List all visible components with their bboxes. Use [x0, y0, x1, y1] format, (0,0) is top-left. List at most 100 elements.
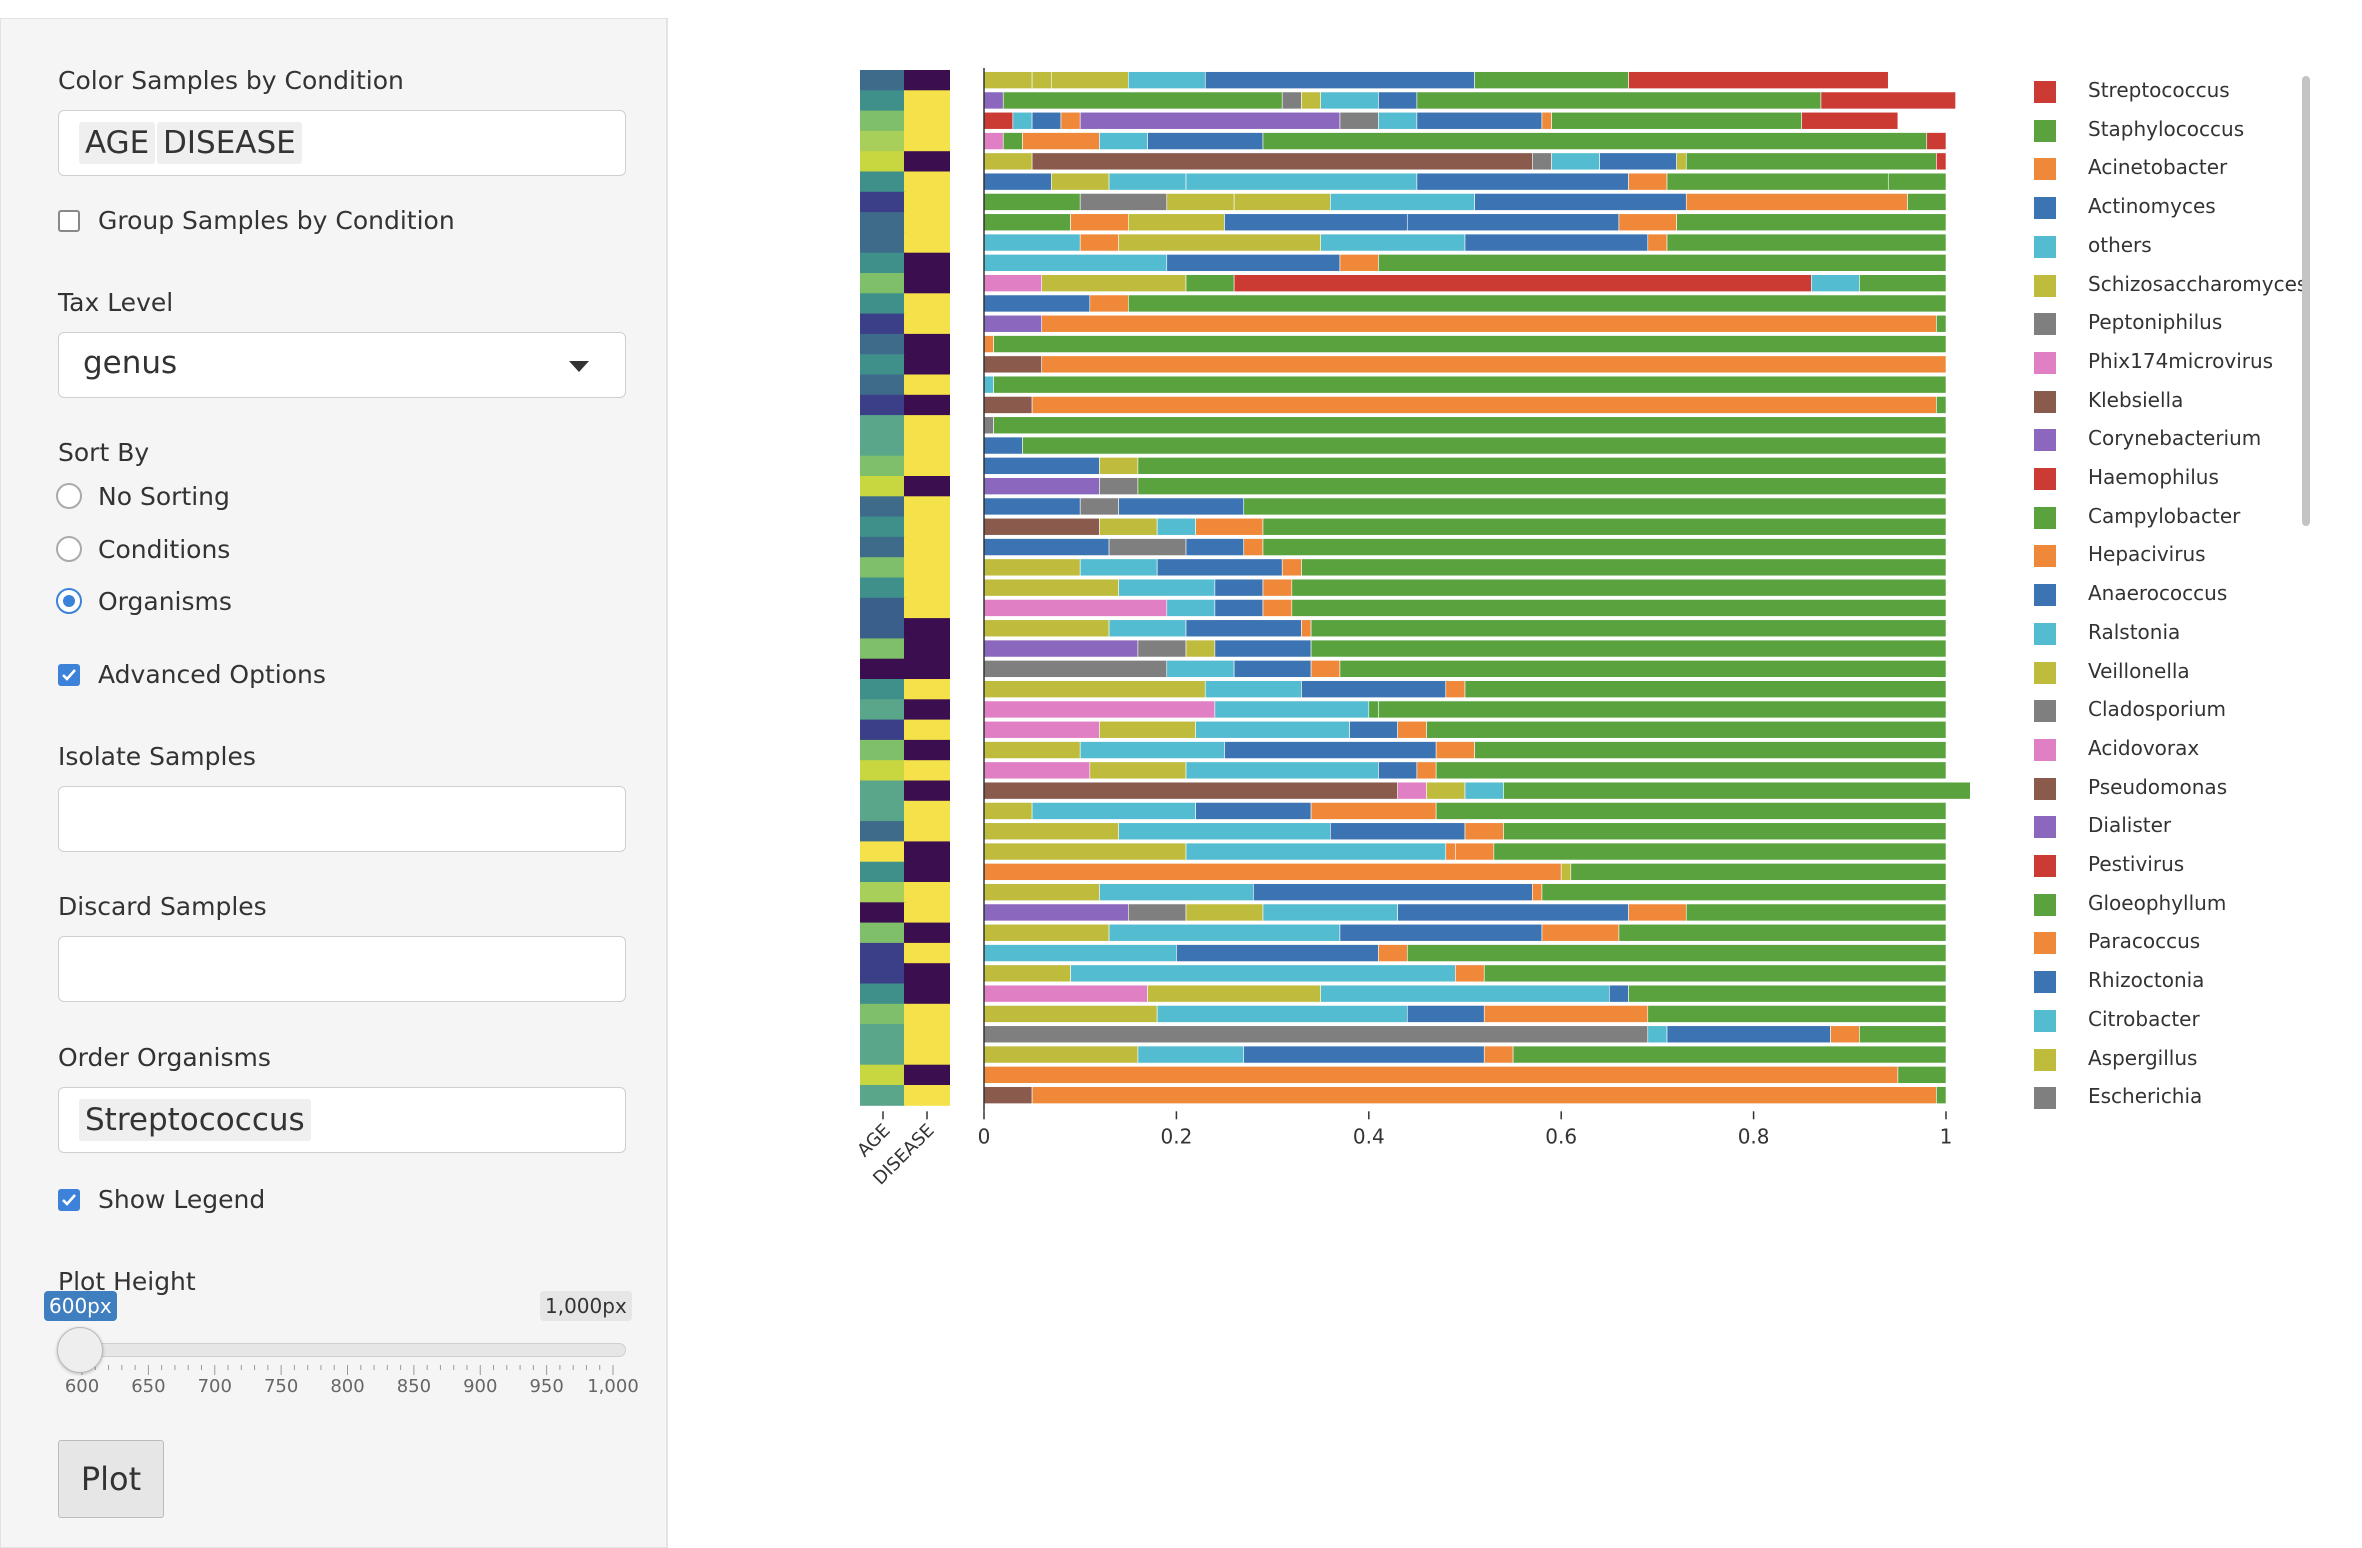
age-cell [860, 780, 906, 802]
radio-organisms-label: Organisms [98, 587, 232, 616]
bar-segment [1243, 538, 1264, 556]
age-cell [860, 618, 906, 639]
legend-label: Ralstonia [2088, 619, 2181, 644]
bar-segment [1099, 883, 1254, 901]
bar-segment [1378, 700, 1947, 719]
bar-segment [1127, 294, 1947, 313]
bar-segment [1320, 233, 1466, 252]
bar-segment [1512, 1045, 1947, 1064]
bar-segment [983, 883, 1100, 901]
plot-height-slider-handle[interactable] [57, 1327, 103, 1373]
group-samples-checkbox[interactable] [58, 210, 80, 232]
tax-level-select[interactable]: genus [58, 332, 626, 398]
disease-cell [904, 1024, 950, 1045]
bar-segment [1137, 639, 1187, 658]
bar-segment [1214, 599, 1264, 617]
radio-no-sorting[interactable] [56, 483, 82, 509]
legend-label: Streptococcus [2088, 78, 2230, 102]
chip-disease[interactable]: DISEASE [157, 122, 302, 164]
age-cell [860, 354, 906, 375]
disease-cell [904, 1064, 950, 1086]
bar-segment [1406, 213, 1620, 232]
bar-segment [1666, 172, 1889, 191]
bar-segment [1108, 619, 1187, 638]
bar-segment [983, 274, 1043, 292]
radio-conditions[interactable] [56, 536, 82, 562]
isolate-samples-input[interactable] [58, 786, 626, 852]
bar-segment [983, 111, 1014, 130]
age-cell [860, 658, 906, 680]
tax-level-value: genus [83, 345, 178, 381]
legend-swatch [2034, 429, 2056, 452]
legend-swatch [2034, 584, 2056, 607]
slider-tick-label: 750 [263, 1376, 299, 1397]
age-cell [860, 597, 906, 619]
slider-tick-label: 950 [529, 1376, 564, 1397]
legend-scrollbar[interactable] [2302, 76, 2310, 526]
bar-segment [983, 172, 1052, 191]
legend-label: Haemophilus [2088, 465, 2219, 489]
disease-cell [904, 293, 950, 315]
bar-segment [1416, 91, 1822, 110]
bar-segment [1320, 984, 1610, 1003]
legend-swatch [2034, 313, 2056, 336]
bar-segment [1243, 1045, 1485, 1064]
disease-cell [904, 597, 950, 619]
disease-cell [904, 232, 950, 254]
sort-by-label: Sort By [58, 438, 150, 467]
disease-cell [904, 679, 950, 700]
bar-segment [1108, 923, 1341, 942]
legend-label: Hepacivirus [2088, 542, 2206, 567]
bar-segment [983, 294, 1091, 313]
show-legend-checkbox[interactable] [58, 1189, 80, 1211]
bar-segment [983, 599, 1168, 617]
age-cell [860, 333, 906, 355]
slider-tick-label: 800 [330, 1376, 365, 1397]
disease-cell [904, 455, 950, 477]
advanced-options-checkbox[interactable] [58, 664, 80, 686]
legend-label: Escherichia [2088, 1084, 2203, 1109]
chip-age[interactable]: AGE [79, 122, 156, 164]
bar-segment [1907, 193, 1947, 211]
x-tick-label: 0.6 [1545, 1124, 1577, 1148]
tax-level-label: Tax Level [58, 288, 174, 317]
age-cell [860, 70, 906, 91]
age-cell [860, 252, 906, 274]
legend-swatch [2034, 158, 2056, 181]
bar-segment [1002, 132, 1023, 150]
plot-button[interactable]: Plot [58, 1440, 164, 1518]
slider-min-badge: 600px [44, 1291, 117, 1321]
bar-segment [983, 741, 1081, 759]
disease-cell [904, 780, 950, 802]
age-cell [860, 415, 906, 436]
bar-segment [1628, 71, 1889, 89]
group-samples-label: Group Samples by Condition [98, 206, 455, 235]
bar-segment [983, 396, 1033, 414]
bar-segment [1820, 91, 1956, 110]
legend-swatch [2034, 119, 2056, 142]
bar-segment [1041, 355, 1947, 374]
bar-segment [1214, 639, 1312, 658]
color-samples-input[interactable]: AGE DISEASE [58, 110, 626, 176]
bar-segment [1474, 193, 1687, 211]
order-organisms-input[interactable]: Streptococcus [58, 1087, 626, 1153]
radio-organisms[interactable] [56, 588, 82, 614]
bar-segment [983, 193, 1081, 211]
bar-segment [1378, 761, 1418, 780]
show-legend-label: Show Legend [98, 1185, 266, 1214]
disease-cell [904, 110, 950, 132]
chip-streptococcus[interactable]: Streptococcus [79, 1099, 311, 1141]
bar-segment [1397, 903, 1629, 922]
disease-cell [904, 618, 950, 639]
bar-segment [1310, 619, 1947, 638]
disease-cell [904, 922, 950, 944]
bar-segment [1051, 71, 1129, 89]
bar-segment [1185, 842, 1447, 861]
bar-segment [1301, 91, 1321, 110]
bar-segment [1330, 822, 1466, 841]
legend-swatch [2034, 81, 2056, 103]
age-cell [860, 1085, 906, 1106]
discard-samples-input[interactable] [58, 936, 626, 1002]
bar-segment [1301, 680, 1447, 698]
disease-cell [904, 496, 950, 518]
